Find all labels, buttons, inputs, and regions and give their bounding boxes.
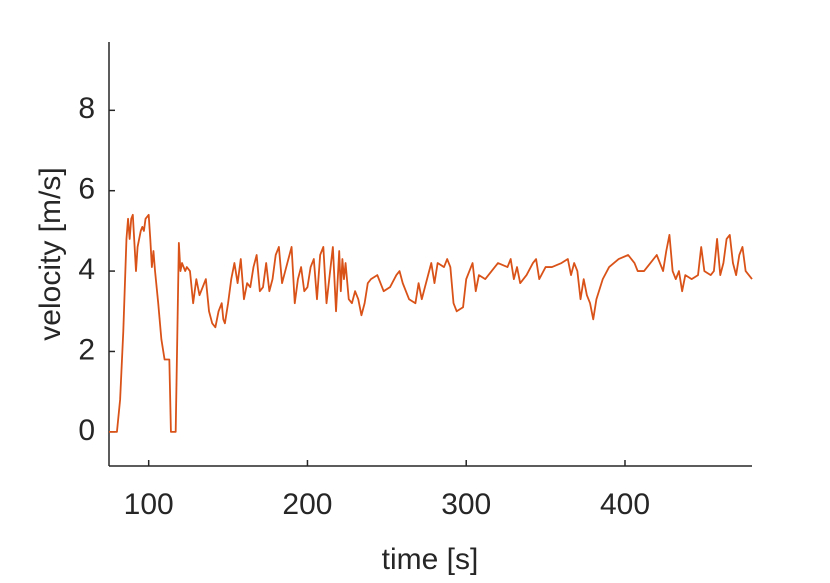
y-tick-label: 2 [78,333,95,366]
x-tick-label: 400 [600,488,650,521]
y-tick-label: 4 [78,253,95,286]
y-tick-label: 8 [78,92,95,125]
x-axis-label: time [s] [382,543,479,576]
x-tick-label: 300 [441,488,491,521]
data-line [109,213,753,433]
y-tick-label: 6 [78,173,95,206]
x-tick-label: 100 [124,488,174,521]
y-axis-label: velocity [m/s] [34,167,67,340]
y-tick-label: 0 [78,414,95,447]
x-tick-label: 200 [282,488,332,521]
